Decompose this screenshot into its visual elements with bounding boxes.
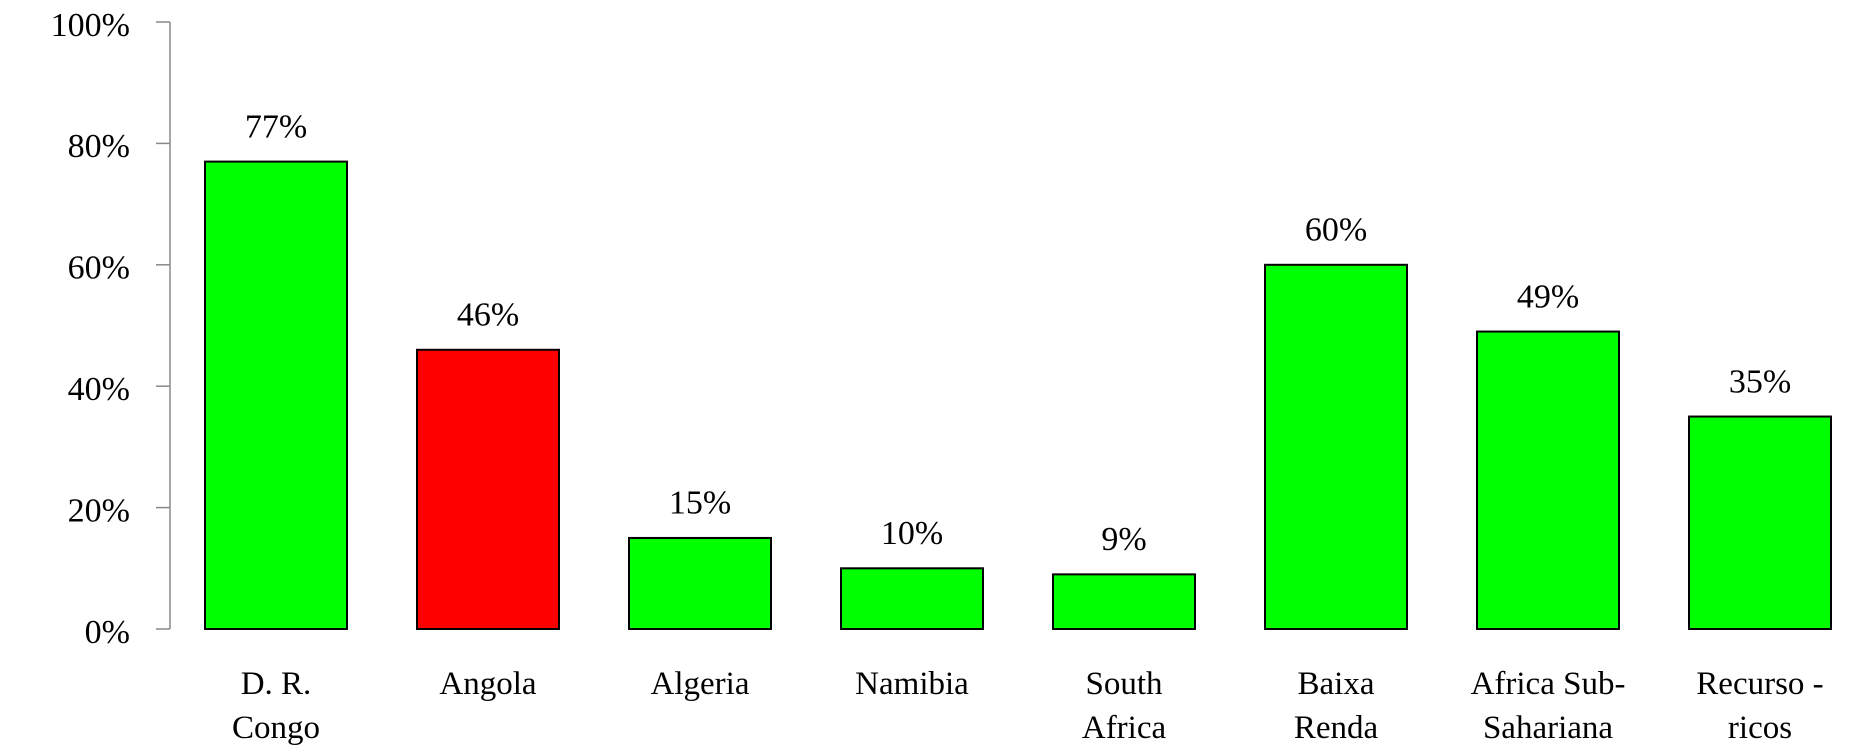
- bar: [840, 567, 984, 630]
- x-tick-label: Angola: [439, 666, 537, 702]
- bar: [1476, 330, 1620, 630]
- x-tick-label: Algeria: [650, 666, 750, 702]
- y-tick-label: 40%: [68, 371, 130, 408]
- bar: [1688, 415, 1832, 630]
- y-tick-label: 60%: [68, 250, 130, 287]
- x-tick-label: Africa Sub- Sahariana: [1470, 666, 1626, 746]
- x-tick-label: Namibia: [855, 666, 969, 702]
- value-label: 9%: [1101, 521, 1146, 558]
- value-label: 15%: [669, 485, 731, 522]
- value-label: 77%: [245, 108, 307, 145]
- bar: [204, 160, 348, 631]
- bar: [1052, 573, 1196, 630]
- y-tick-label: 20%: [68, 492, 130, 529]
- value-label: 35%: [1729, 363, 1791, 400]
- x-tick-label: Baixa Renda: [1293, 666, 1379, 746]
- y-tick-label: 100%: [51, 7, 130, 44]
- bar: [416, 348, 560, 630]
- bar: [628, 536, 772, 631]
- x-tick-label: Recurso - ricos: [1696, 666, 1824, 746]
- bar: [1264, 263, 1408, 630]
- y-tick-label: 80%: [68, 128, 130, 165]
- y-tick-label: 0%: [85, 614, 130, 651]
- value-label: 10%: [881, 515, 943, 552]
- x-tick-label: South Africa: [1081, 666, 1167, 746]
- value-label: 60%: [1305, 212, 1367, 249]
- x-tick-label: D. R. Congo: [231, 666, 320, 746]
- value-label: 49%: [1517, 278, 1579, 315]
- value-label: 46%: [457, 297, 519, 334]
